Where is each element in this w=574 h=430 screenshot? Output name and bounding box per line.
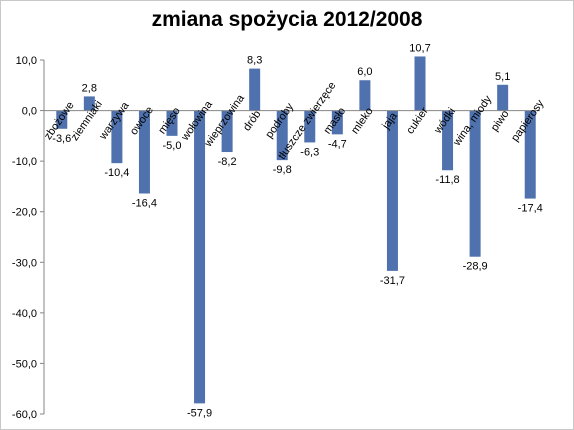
- bar: [304, 110, 316, 143]
- bar: [524, 110, 536, 199]
- data-label: -3,6: [52, 133, 71, 145]
- data-label: -57,9: [187, 407, 212, 419]
- data-label: 2,8: [82, 82, 97, 94]
- bar: [386, 110, 398, 271]
- bar: [497, 84, 509, 111]
- bar: [249, 68, 261, 111]
- bar: [331, 110, 343, 135]
- bar: [111, 110, 123, 164]
- bar: [138, 110, 150, 194]
- data-label: -5,0: [163, 140, 182, 152]
- data-label: 10,7: [409, 42, 430, 54]
- data-label: 6,0: [357, 66, 372, 78]
- data-label: -8,2: [218, 156, 237, 168]
- y-tick-label: -40,0: [12, 308, 37, 320]
- data-label: -4,7: [328, 138, 347, 150]
- category-label: piwo: [489, 108, 512, 133]
- data-label: 8,3: [247, 55, 262, 67]
- data-label: -16,4: [132, 198, 157, 210]
- y-tick-label: -10,0: [12, 156, 37, 168]
- bar: [469, 110, 481, 257]
- y-tick-label: 0,0: [22, 106, 37, 118]
- data-label: 5,1: [495, 71, 510, 83]
- category-label: mleko: [349, 105, 376, 136]
- y-tick-label: -30,0: [12, 257, 37, 269]
- bar: [442, 110, 454, 171]
- bar: [276, 110, 288, 161]
- data-label: -9,8: [273, 164, 292, 176]
- data-label: -6,3: [300, 146, 319, 158]
- data-label: -10,4: [104, 167, 129, 179]
- bar: [359, 80, 371, 111]
- bar: [414, 56, 426, 111]
- y-tick-label: 10,0: [16, 55, 37, 67]
- bar: [56, 110, 68, 129]
- data-label: -17,4: [518, 203, 543, 215]
- y-tick-label: -50,0: [12, 358, 37, 370]
- data-label: -28,9: [463, 261, 488, 273]
- bar: [194, 110, 206, 404]
- bar: [166, 110, 178, 136]
- category-label: cukier: [404, 105, 431, 136]
- y-tick-label: -20,0: [12, 207, 37, 219]
- category-label: drób: [241, 108, 263, 133]
- bar: [83, 96, 95, 111]
- bar: [221, 110, 233, 153]
- y-tick-label: -60,0: [12, 409, 37, 421]
- chart-title: zmiana spożycia 2012/2008: [151, 8, 423, 31]
- data-label: -31,7: [380, 275, 405, 287]
- data-label: -11,8: [435, 174, 459, 186]
